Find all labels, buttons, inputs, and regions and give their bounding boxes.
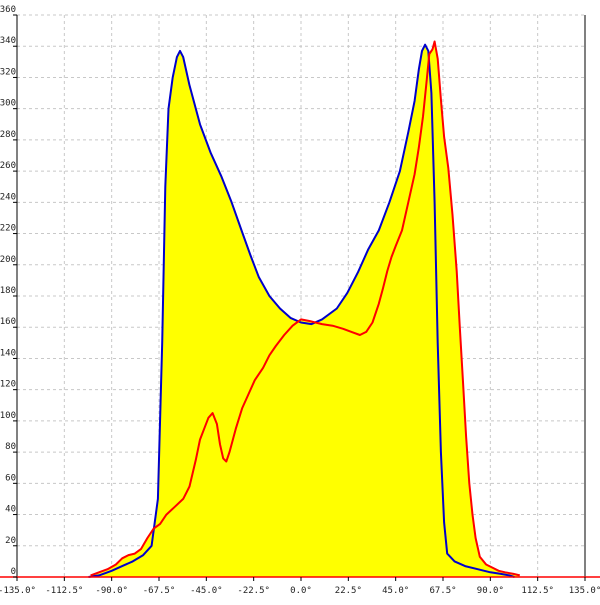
y-tick-label: 80 (5, 442, 16, 452)
x-tick-label: 135.0° (569, 586, 600, 596)
axes (0, 14, 600, 581)
y-tick-label: 60 (5, 473, 16, 483)
y-tick-label: 340 (0, 36, 16, 46)
y-tick-label: 0 (11, 567, 16, 577)
x-tick-label: 112.5° (521, 586, 554, 596)
red-series-line (90, 40, 521, 577)
y-tick-label: 100 (0, 411, 16, 421)
blue-series-line (88, 43, 515, 578)
y-tick-label: 220 (0, 224, 16, 234)
y-tick-label: 320 (0, 67, 16, 77)
y-tick-label: 120 (0, 380, 16, 390)
x-tick-label: 90.0° (477, 586, 504, 596)
y-tick-label: 260 (0, 161, 16, 171)
y-tick-label: 140 (0, 348, 16, 358)
x-tick-label: -112.5° (45, 586, 83, 596)
y-tick-label: 300 (0, 99, 16, 109)
y-tick-label: 360 (0, 5, 16, 15)
x-tick-label: 0.0° (290, 586, 312, 596)
x-tick-label: -135.0° (0, 586, 36, 596)
x-tick-label: 67.5° (429, 586, 456, 596)
y-tick-label: 40 (5, 505, 16, 515)
y-tick-label: 280 (0, 130, 16, 140)
tick-labels: 0 20 40 60 80 100 120 140 160 180 200 220 240 260 280 3… (0, 5, 600, 596)
area-fill (88, 41, 520, 577)
y-tick-label: 180 (0, 286, 16, 296)
x-tick-label: 45.0° (382, 586, 409, 596)
y-tick-label: 200 (0, 255, 16, 265)
y-tick-label: 20 (5, 536, 16, 546)
x-tick-label: 22.5° (335, 586, 362, 596)
x-tick-label: -22.5° (237, 586, 270, 596)
yellow-area-fill (88, 41, 520, 577)
series-lines (88, 40, 521, 578)
y-tick-label: 160 (0, 317, 16, 327)
y-tick-label: 240 (0, 192, 16, 202)
x-tick-label: -67.5° (143, 586, 176, 596)
x-tick-label: -90.0° (95, 586, 128, 596)
x-tick-label: -45.0° (190, 586, 223, 596)
